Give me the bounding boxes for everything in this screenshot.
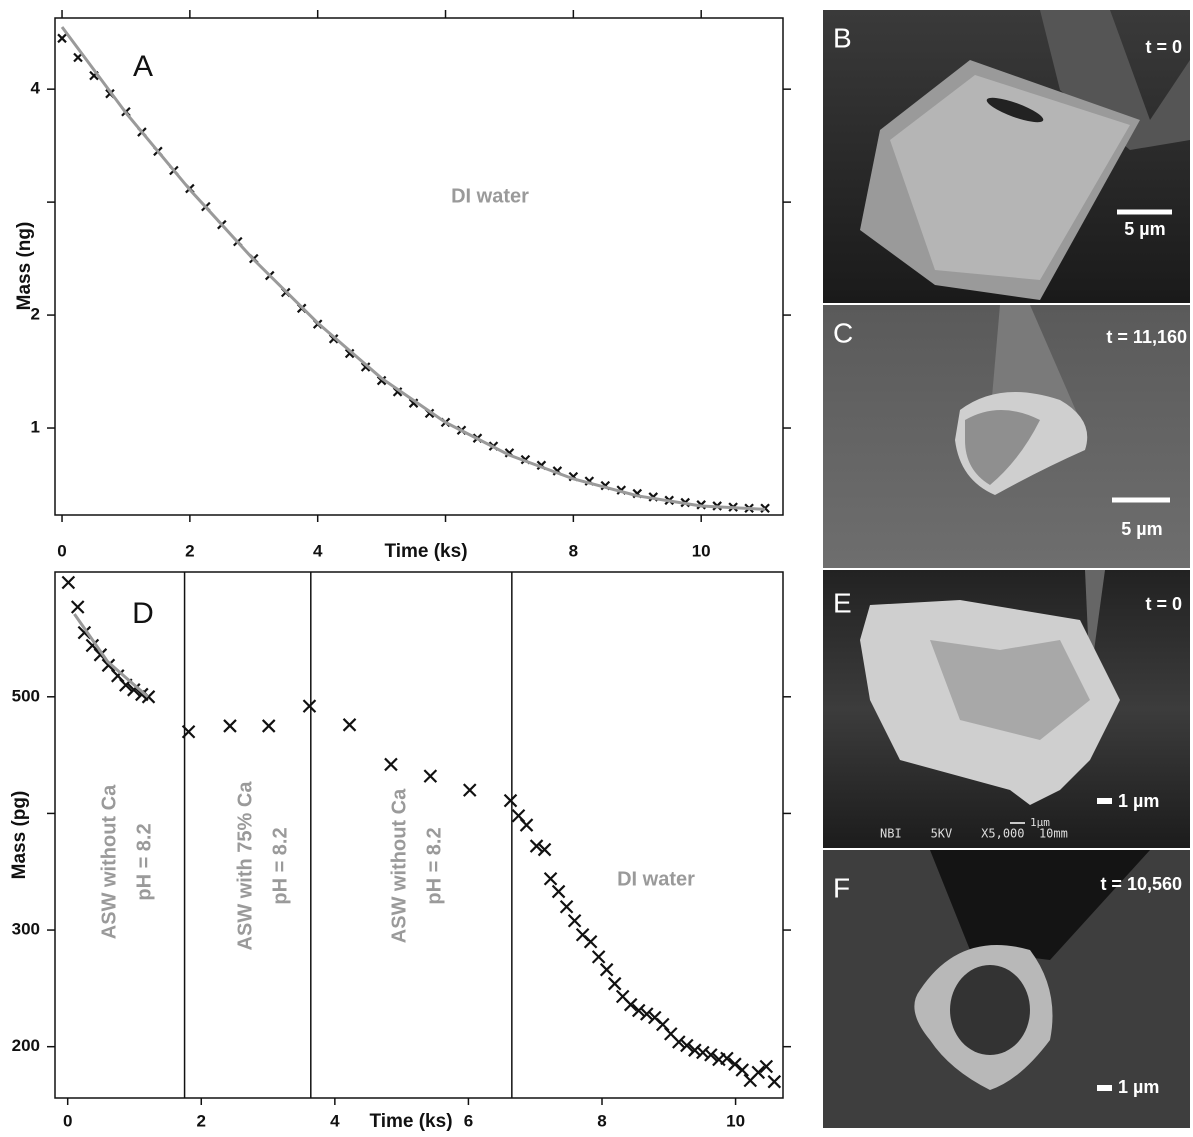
data-point xyxy=(768,1076,780,1088)
page: B t = 0 5 µm C t = 11,160 5 µm E t = 0 1… xyxy=(0,0,1193,1137)
data-point xyxy=(601,964,613,976)
x-tick-label: 6 xyxy=(464,1111,473,1130)
panel-label: D xyxy=(132,597,154,630)
data-point xyxy=(263,720,275,732)
y-tick-label: 200 xyxy=(12,1036,40,1055)
region-label: ASW with 75% Ca xyxy=(234,781,256,951)
image-time: t = 0 xyxy=(1145,594,1182,614)
region-label: pH = 8.2 xyxy=(423,827,445,904)
x-tick-label: 2 xyxy=(197,1111,206,1130)
data-point xyxy=(561,901,573,913)
data-point xyxy=(593,951,605,963)
data-point xyxy=(62,576,74,588)
image-time: t = 10,560 xyxy=(1100,874,1182,894)
data-point xyxy=(464,784,476,796)
y-axis-title: Mass (ng) xyxy=(14,222,35,311)
data-point xyxy=(760,1061,772,1073)
annotation: DI water xyxy=(451,185,529,207)
panel-label: A xyxy=(133,50,153,83)
data-point xyxy=(72,601,84,613)
x-tick-label: 0 xyxy=(63,1111,72,1130)
data-point xyxy=(752,1066,764,1078)
image-time: t = 11,160 xyxy=(1106,327,1187,347)
data-point xyxy=(224,720,236,732)
x-tick-label: 8 xyxy=(569,541,578,560)
y-axis-title: Mass (pg) xyxy=(9,791,30,880)
data-point xyxy=(424,770,436,782)
x-tick-label: 4 xyxy=(330,1111,340,1130)
scale-label: 5 µm xyxy=(1124,219,1165,239)
x-axis-title: Time (ks) xyxy=(369,1111,452,1132)
annotation: DI water xyxy=(617,868,695,890)
figure: B t = 0 5 µm C t = 11,160 5 µm E t = 0 1… xyxy=(0,0,1193,1132)
data-point xyxy=(569,915,581,927)
data-point xyxy=(721,1052,733,1064)
plot-frame xyxy=(55,572,783,1098)
y-tick-label: 500 xyxy=(12,686,40,705)
sem-scale: 1µm xyxy=(1030,816,1050,829)
region-label: pH = 8.2 xyxy=(269,827,291,904)
y-tick-label: 1 xyxy=(31,418,40,437)
image-label: C xyxy=(833,317,853,348)
data-point xyxy=(545,873,557,885)
x-tick-label: 10 xyxy=(726,1111,745,1130)
y-tick-label: 300 xyxy=(12,920,40,939)
data-point xyxy=(736,1064,748,1076)
x-tick-label: 8 xyxy=(597,1111,606,1130)
data-point xyxy=(585,936,597,948)
image-label: B xyxy=(833,22,852,53)
region-label: ASW without Ca xyxy=(388,788,410,943)
x-tick-label: 0 xyxy=(57,541,66,560)
x-tick-label: 10 xyxy=(692,541,711,560)
data-point xyxy=(609,978,621,990)
image-time: t = 0 xyxy=(1145,37,1182,57)
x-tick-label: 4 xyxy=(313,541,323,560)
image-label: E xyxy=(833,587,852,618)
data-point xyxy=(303,700,315,712)
data-point xyxy=(521,819,533,831)
region-label: pH = 8.2 xyxy=(133,823,155,900)
scale-label: 5 µm xyxy=(1121,519,1162,539)
data-point xyxy=(505,795,517,807)
plot-frame xyxy=(55,18,783,515)
image-b xyxy=(823,10,1190,303)
data-point xyxy=(58,34,66,42)
y-tick-label: 4 xyxy=(31,79,41,98)
scale-label: 1 µm xyxy=(1118,1077,1159,1097)
data-point xyxy=(344,719,356,731)
x-axis-title: Time (ks) xyxy=(384,541,467,562)
data-point xyxy=(385,758,397,770)
region-label: ASW without Ca xyxy=(98,784,120,939)
fit-line xyxy=(62,27,765,509)
data-point xyxy=(553,886,565,898)
scale-label: 1 µm xyxy=(1118,791,1159,811)
data-point xyxy=(625,999,637,1011)
image-label: F xyxy=(833,872,850,903)
x-tick-label: 2 xyxy=(185,541,194,560)
